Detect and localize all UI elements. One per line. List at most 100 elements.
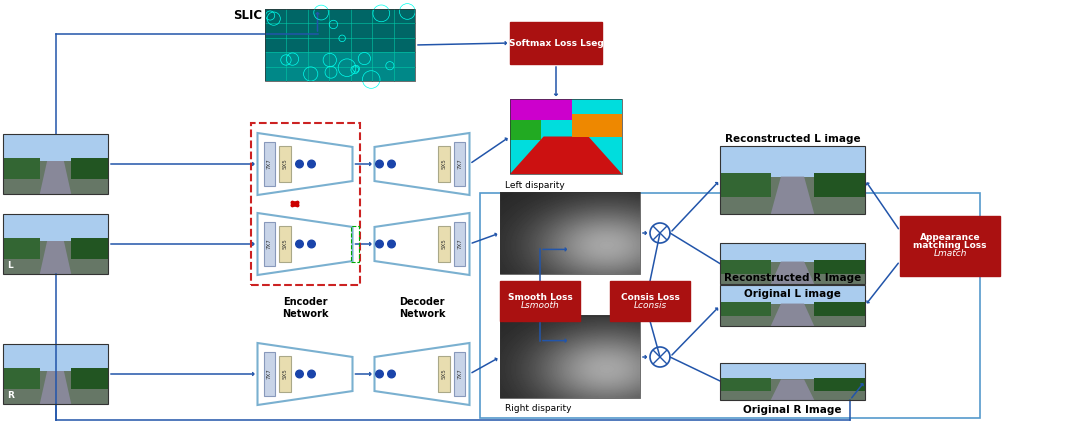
FancyBboxPatch shape (279, 356, 291, 392)
Polygon shape (510, 136, 622, 174)
Bar (720, 363, 865, 400)
FancyBboxPatch shape (720, 377, 771, 391)
FancyBboxPatch shape (720, 146, 865, 177)
Text: R: R (6, 391, 14, 400)
FancyBboxPatch shape (3, 158, 40, 179)
Text: 7X7: 7X7 (457, 158, 462, 170)
FancyBboxPatch shape (3, 134, 108, 161)
Bar (3, 134, 108, 194)
Polygon shape (40, 241, 71, 274)
Text: 5X5: 5X5 (282, 368, 287, 380)
Text: 5X5: 5X5 (442, 239, 447, 249)
Polygon shape (771, 304, 814, 326)
Bar (500, 192, 640, 274)
Bar (265, 9, 415, 81)
Bar (3, 214, 108, 274)
Text: 7X7: 7X7 (267, 368, 272, 380)
Text: Original R Image: Original R Image (743, 405, 841, 415)
Bar (720, 243, 865, 284)
Text: 5X5: 5X5 (282, 158, 287, 170)
FancyBboxPatch shape (510, 99, 571, 120)
Text: Original L image: Original L image (744, 289, 841, 299)
Text: Left disparity: Left disparity (505, 181, 565, 190)
FancyBboxPatch shape (720, 304, 865, 326)
Polygon shape (40, 371, 71, 404)
FancyBboxPatch shape (720, 243, 865, 262)
Circle shape (296, 160, 303, 168)
FancyBboxPatch shape (3, 368, 40, 389)
Text: Lmatch: Lmatch (933, 250, 967, 259)
Text: Lconsis: Lconsis (633, 300, 666, 310)
Text: matching Loss: matching Loss (914, 242, 987, 250)
Bar (720, 146, 865, 214)
Text: Encoder
Network: Encoder Network (282, 297, 328, 319)
FancyBboxPatch shape (71, 238, 108, 259)
FancyBboxPatch shape (3, 344, 108, 371)
Bar (3, 344, 108, 404)
FancyBboxPatch shape (71, 368, 108, 389)
Text: Softmax Loss Lseg: Softmax Loss Lseg (509, 38, 604, 48)
Bar (500, 316, 640, 398)
FancyBboxPatch shape (454, 142, 465, 186)
Text: 5X5: 5X5 (442, 368, 447, 380)
FancyBboxPatch shape (814, 377, 865, 391)
FancyBboxPatch shape (510, 99, 622, 174)
Circle shape (376, 240, 383, 248)
FancyBboxPatch shape (814, 173, 865, 197)
Circle shape (388, 160, 395, 168)
Polygon shape (40, 161, 71, 194)
FancyBboxPatch shape (71, 158, 108, 179)
Circle shape (296, 240, 303, 248)
Circle shape (308, 160, 315, 168)
Text: L: L (6, 261, 13, 270)
FancyBboxPatch shape (264, 142, 275, 186)
FancyBboxPatch shape (720, 173, 771, 197)
FancyBboxPatch shape (500, 281, 580, 321)
Text: Appearance: Appearance (920, 233, 981, 242)
FancyBboxPatch shape (454, 352, 465, 396)
FancyBboxPatch shape (720, 363, 865, 380)
Bar (720, 285, 865, 326)
FancyBboxPatch shape (3, 371, 108, 404)
Circle shape (376, 370, 383, 378)
Text: 7X7: 7X7 (457, 368, 462, 380)
FancyBboxPatch shape (720, 177, 865, 214)
Circle shape (308, 240, 315, 248)
Polygon shape (771, 380, 814, 400)
FancyBboxPatch shape (3, 238, 40, 259)
FancyBboxPatch shape (279, 146, 291, 182)
Circle shape (388, 370, 395, 378)
Text: Reconstructed L image: Reconstructed L image (725, 134, 861, 144)
Circle shape (376, 160, 383, 168)
FancyBboxPatch shape (3, 161, 108, 194)
Circle shape (308, 370, 315, 378)
FancyBboxPatch shape (264, 352, 275, 396)
Text: 5X5: 5X5 (442, 158, 447, 170)
FancyBboxPatch shape (265, 9, 415, 81)
FancyBboxPatch shape (3, 241, 108, 274)
FancyBboxPatch shape (264, 222, 275, 266)
Text: 5X5: 5X5 (282, 239, 287, 249)
Text: Consis Loss: Consis Loss (621, 293, 679, 302)
FancyBboxPatch shape (720, 302, 771, 316)
Text: SLIC: SLIC (233, 9, 262, 22)
Text: 7X7: 7X7 (267, 158, 272, 170)
FancyBboxPatch shape (610, 281, 690, 321)
FancyBboxPatch shape (454, 222, 465, 266)
FancyBboxPatch shape (438, 226, 450, 262)
Bar (510, 99, 622, 174)
FancyBboxPatch shape (438, 356, 450, 392)
FancyBboxPatch shape (438, 146, 450, 182)
FancyBboxPatch shape (279, 226, 291, 262)
FancyBboxPatch shape (814, 259, 865, 274)
Text: 7X7: 7X7 (267, 239, 272, 249)
FancyBboxPatch shape (814, 302, 865, 316)
Text: Right disparity: Right disparity (505, 404, 571, 413)
Text: Decoder
Network: Decoder Network (399, 297, 445, 319)
Polygon shape (771, 177, 814, 214)
Polygon shape (771, 262, 814, 284)
Text: Lsmooth: Lsmooth (521, 300, 559, 310)
Text: Smooth Loss: Smooth Loss (508, 293, 572, 302)
FancyBboxPatch shape (720, 262, 865, 284)
Text: 7X7: 7X7 (457, 239, 462, 249)
